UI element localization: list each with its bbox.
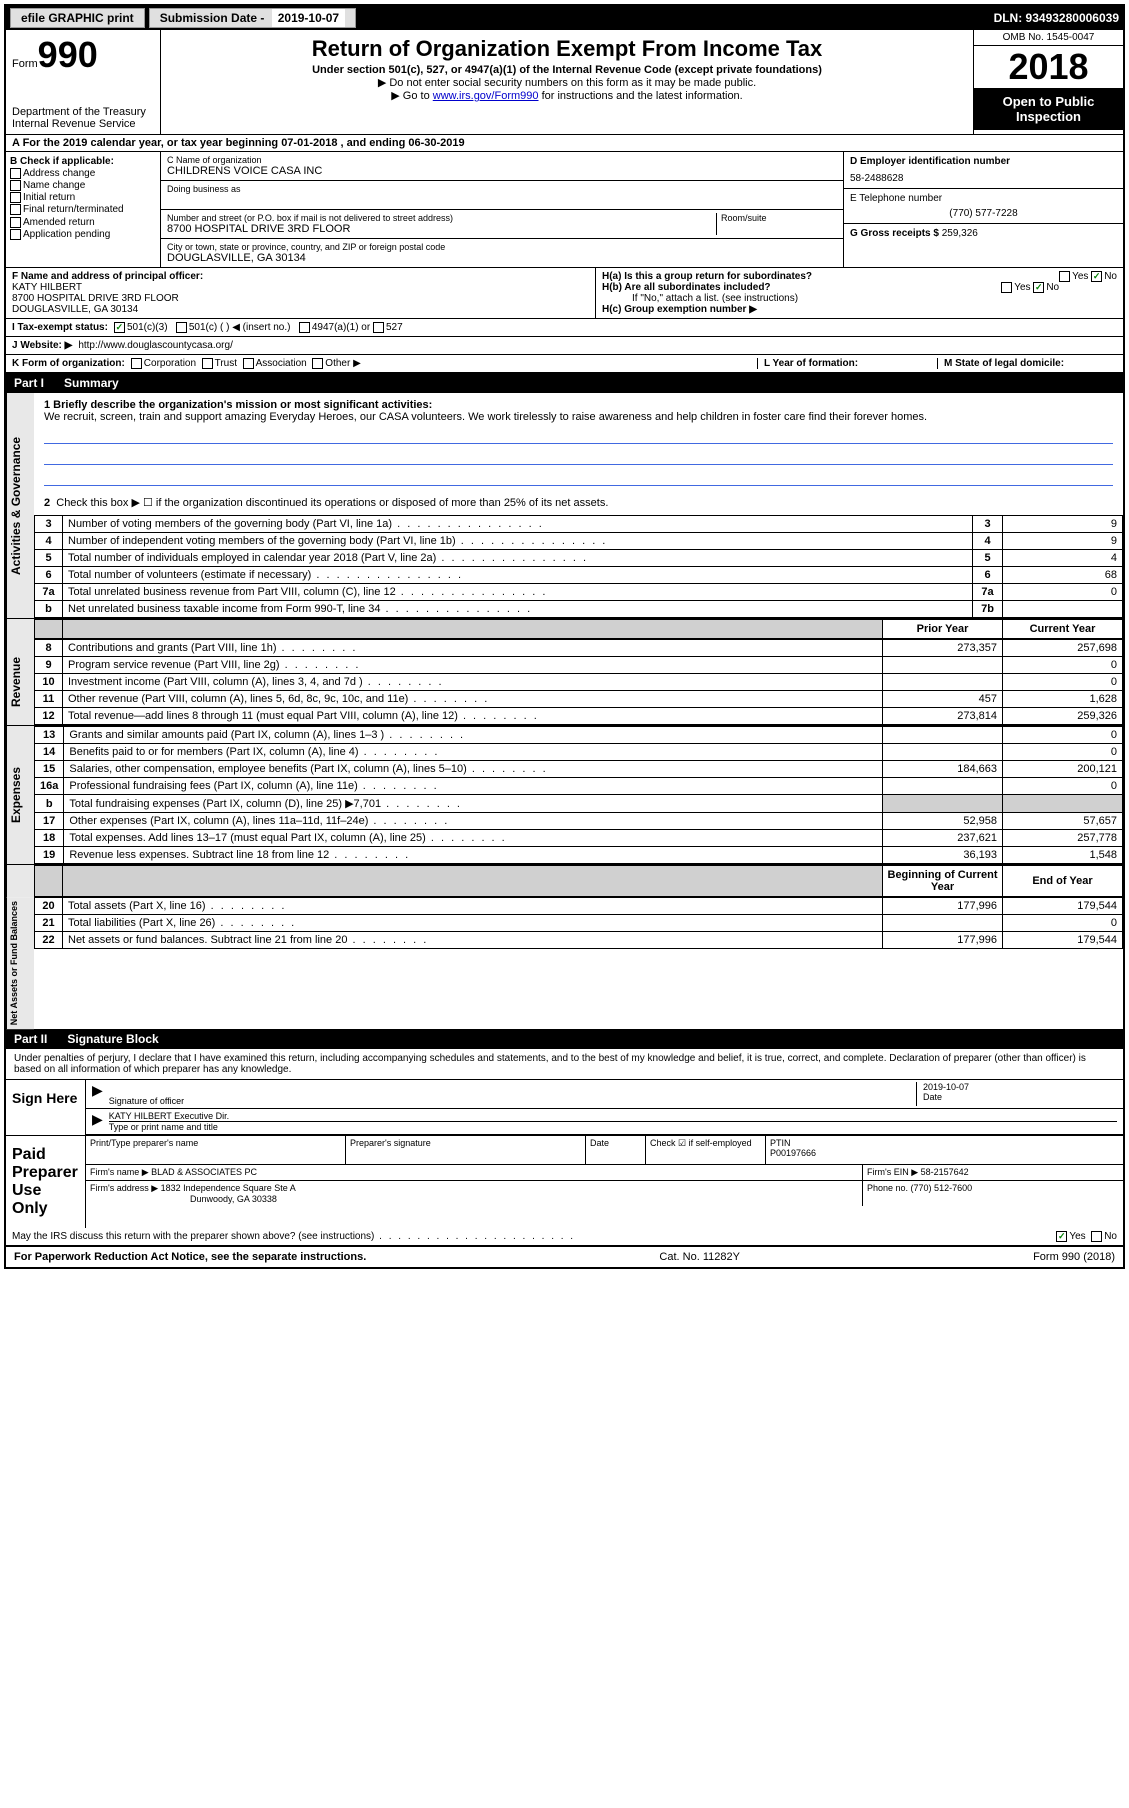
name-change-checkbox[interactable]	[10, 180, 21, 191]
paid-preparer-label: Paid Preparer Use Only	[6, 1136, 86, 1228]
application-pending-checkbox[interactable]	[10, 229, 21, 240]
501c3-checkbox[interactable]: ✓	[114, 322, 125, 333]
officer-signature-name: KATY HILBERT Executive Dir.	[109, 1111, 1117, 1121]
year-header-table: Prior YearCurrent Year	[34, 619, 1123, 639]
section-b-checkboxes: B Check if applicable: Address change Na…	[6, 152, 161, 267]
527-checkbox[interactable]	[373, 322, 384, 333]
trust-checkbox[interactable]	[202, 358, 213, 369]
mission-text: We recruit, screen, train and support am…	[44, 411, 1113, 423]
org-address: 8700 HOSPITAL DRIVE 3RD FLOOR	[167, 223, 712, 235]
ein-value: 58-2488628	[850, 173, 1117, 184]
amended-return-checkbox[interactable]	[10, 217, 21, 228]
net-header-table: Beginning of Current YearEnd of Year	[34, 865, 1123, 897]
inspection-label: Open to Public Inspection	[974, 88, 1123, 130]
form-note-2: ▶ Go to www.irs.gov/Form990 for instruct…	[169, 89, 965, 102]
form-label: Form	[12, 58, 38, 70]
form-note-1: ▶ Do not enter social security numbers o…	[169, 76, 965, 89]
net-assets-table: 20Total assets (Part X, line 16)177,9961…	[34, 897, 1123, 949]
hb-no-checkbox[interactable]: ✓	[1033, 282, 1044, 293]
corporation-checkbox[interactable]	[131, 358, 142, 369]
form-subtitle: Under section 501(c), 527, or 4947(a)(1)…	[169, 64, 965, 76]
revenue-table: 8Contributions and grants (Part VIII, li…	[34, 639, 1123, 725]
501c-checkbox[interactable]	[176, 322, 187, 333]
ha-no-checkbox[interactable]: ✓	[1091, 271, 1102, 282]
phone-value: (770) 577-7228	[850, 208, 1117, 219]
row-a-tax-year: A For the 2019 calendar year, or tax yea…	[6, 135, 1123, 152]
officer-name: KATY HILBERT	[12, 282, 589, 293]
final-return-checkbox[interactable]	[10, 204, 21, 215]
efile-button[interactable]: efile GRAPHIC print	[10, 8, 145, 28]
sign-here-label: Sign Here	[6, 1080, 86, 1135]
website-url: http://www.douglascountycasa.org/	[78, 340, 233, 351]
address-change-checkbox[interactable]	[10, 168, 21, 179]
dln-label: DLN: 93493280006039	[994, 11, 1119, 25]
firm-ein: 58-2157642	[921, 1167, 969, 1177]
net-assets-tab: Net Assets or Fund Balances	[6, 897, 34, 1029]
revenue-tab: Revenue	[6, 639, 34, 725]
firm-phone: (770) 512-7600	[911, 1183, 973, 1193]
4947-checkbox[interactable]	[299, 322, 310, 333]
part-2-header: Part IISignature Block	[6, 1029, 1123, 1049]
gross-receipts: 259,326	[942, 228, 978, 239]
form-header: Form990 Department of the Treasury Inter…	[6, 30, 1123, 135]
association-checkbox[interactable]	[243, 358, 254, 369]
ha-yes-checkbox[interactable]	[1059, 271, 1070, 282]
department-label: Department of the Treasury Internal Reve…	[12, 106, 154, 130]
discuss-no-checkbox[interactable]	[1091, 1231, 1102, 1242]
hb-yes-checkbox[interactable]	[1001, 282, 1012, 293]
form990-link[interactable]: www.irs.gov/Form990	[433, 90, 539, 102]
omb-number: OMB No. 1545-0047	[974, 30, 1123, 46]
form-title: Return of Organization Exempt From Incom…	[169, 36, 965, 62]
expenses-tab: Expenses	[6, 726, 34, 864]
activities-governance-tab: Activities & Governance	[6, 393, 34, 618]
arrow-icon: ▶	[92, 1111, 103, 1132]
form-number: 990	[38, 34, 98, 75]
governance-table: 3Number of voting members of the governi…	[34, 515, 1123, 618]
top-bar: efile GRAPHIC print Submission Date - 20…	[6, 6, 1123, 30]
org-name: CHILDRENS VOICE CASA INC	[167, 165, 837, 177]
submission-date-button[interactable]: Submission Date - 2019-10-07	[149, 8, 356, 28]
arrow-icon: ▶	[92, 1082, 103, 1106]
page-footer: For Paperwork Reduction Act Notice, see …	[6, 1246, 1123, 1267]
initial-return-checkbox[interactable]	[10, 192, 21, 203]
other-checkbox[interactable]	[312, 358, 323, 369]
sign-date: 2019-10-07	[923, 1082, 1117, 1092]
tax-year: 2018	[974, 46, 1123, 88]
ptin-value: P00197666	[770, 1148, 816, 1158]
part-1-header: Part ISummary	[6, 373, 1123, 393]
perjury-declaration: Under penalties of perjury, I declare th…	[6, 1049, 1123, 1079]
firm-name: BLAD & ASSOCIATES PC	[151, 1167, 257, 1177]
org-city: DOUGLASVILLE, GA 30134	[167, 252, 837, 264]
expenses-table: 13Grants and similar amounts paid (Part …	[34, 726, 1123, 864]
discuss-yes-checkbox[interactable]: ✓	[1056, 1231, 1067, 1242]
